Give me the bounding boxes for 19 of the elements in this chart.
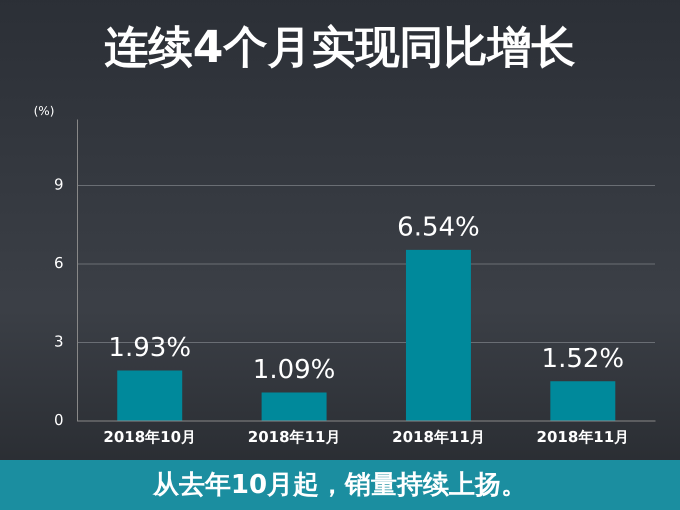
x-tick-label: 2018年11月 [536,428,630,446]
x-tick-label: 2018年10月 [103,428,196,446]
data-label: 1.09% [252,355,336,386]
y-tick-label: 6 [54,254,64,272]
y-axis-title: (%) [34,104,54,118]
data-label: 1.93% [108,333,192,364]
data-label: 1.52% [542,344,624,374]
y-tick-label: 3 [54,332,64,350]
x-tick-label: 2018年11月 [392,428,485,446]
chart-title: 连续4个月实现同比增长 [104,21,576,75]
x-tick-label: 2018年11月 [248,428,340,446]
y-tick-label: 9 [54,175,64,194]
bar [406,250,471,420]
bar [550,381,616,420]
y-tick-label: 0 [54,410,64,429]
data-label: 6.54% [397,212,480,243]
text: 从去年10月起，销量持续上扬。 [152,470,528,500]
bar [262,392,327,420]
bar [117,370,182,420]
